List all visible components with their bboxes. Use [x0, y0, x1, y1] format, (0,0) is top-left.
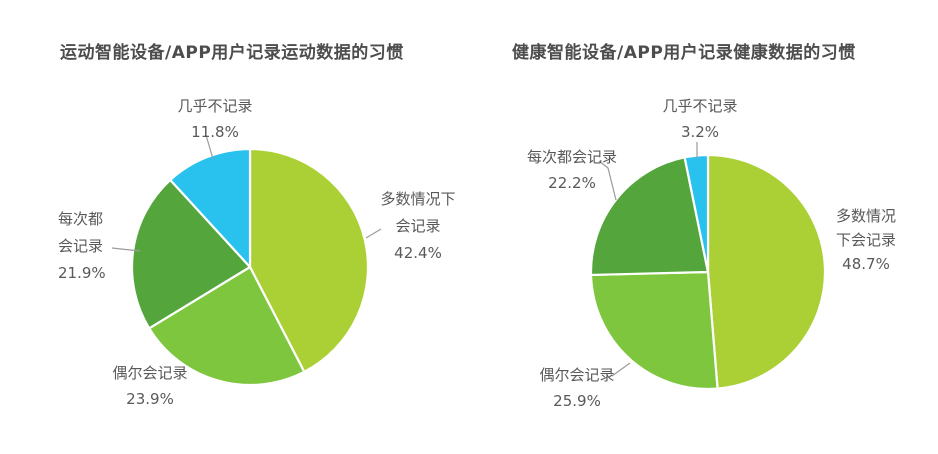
- leader-line-sport-every: [111, 247, 141, 252]
- leader-line-health-every: [598, 160, 617, 201]
- health-callout-rarely: 几乎不记录 3.2%: [662, 97, 738, 141]
- sport-callout-every-time: 每次都 会记录 21.9%: [58, 210, 106, 282]
- pie-slice-多数情况下会记录: [248, 147, 370, 373]
- leader-line-sport-rarely: [205, 134, 214, 160]
- health-chart-title: 健康智能设备/APP用户记录健康数据的习惯: [512, 43, 856, 63]
- leader-line-sport-most: [365, 228, 382, 239]
- leader-line-health-occasional: [611, 362, 631, 377]
- pie-slice-几乎不记录: [683, 153, 710, 274]
- sport-callout-most: 多数情况下 会记录 42.4%: [380, 190, 456, 262]
- pie-slice-偶尔会记录: [589, 270, 719, 391]
- pie-slice-多数情况下会记录: [706, 153, 827, 390]
- sport-pie: [130, 147, 370, 387]
- sport-chart-title: 运动智能设备/APP用户记录运动数据的习惯: [60, 43, 404, 63]
- health-callout-occasional: 偶尔会记录 25.9%: [539, 366, 615, 410]
- health-pie: [589, 153, 827, 391]
- health-callout-most: 多数情况 下会记录 48.7%: [835, 207, 896, 273]
- health-callout-every-time: 每次都会记录 22.2%: [526, 148, 617, 192]
- pie-slice-几乎不记录: [169, 147, 252, 269]
- sport-callout-rarely: 几乎不记录 11.8%: [177, 97, 253, 141]
- sport-callout-occasional: 偶尔会记录 23.9%: [112, 364, 188, 408]
- pie-slice-每次都会记录: [589, 156, 710, 277]
- pie-slice-偶尔会记录: [148, 265, 306, 387]
